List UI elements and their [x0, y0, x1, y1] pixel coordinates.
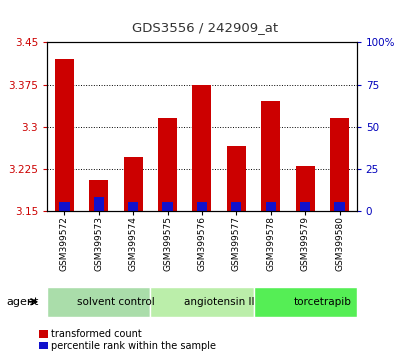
Bar — [128, 202, 138, 211]
Text: torcetrapib: torcetrapib — [293, 297, 351, 307]
Bar — [192, 85, 211, 211]
Text: agent: agent — [6, 297, 38, 307]
Bar — [89, 180, 108, 211]
Bar — [162, 202, 172, 211]
Bar — [59, 202, 70, 211]
Bar — [158, 118, 177, 211]
Bar — [124, 158, 142, 211]
Bar — [93, 197, 103, 211]
Text: transformed count: transformed count — [51, 329, 142, 339]
Bar — [150, 287, 253, 317]
Bar — [226, 146, 245, 211]
Bar — [253, 287, 356, 317]
Bar — [261, 101, 279, 211]
Text: percentile rank within the sample: percentile rank within the sample — [51, 341, 216, 350]
Bar — [295, 166, 314, 211]
Bar — [265, 202, 275, 211]
Text: angiotensin II: angiotensin II — [183, 297, 254, 307]
Bar — [55, 59, 74, 211]
Bar — [231, 202, 241, 211]
Bar — [47, 287, 150, 317]
Bar — [299, 202, 310, 211]
Text: GDS3556 / 242909_at: GDS3556 / 242909_at — [132, 21, 277, 34]
Bar — [196, 202, 207, 211]
Bar — [329, 118, 348, 211]
Bar — [333, 202, 344, 211]
Text: solvent control: solvent control — [77, 297, 155, 307]
